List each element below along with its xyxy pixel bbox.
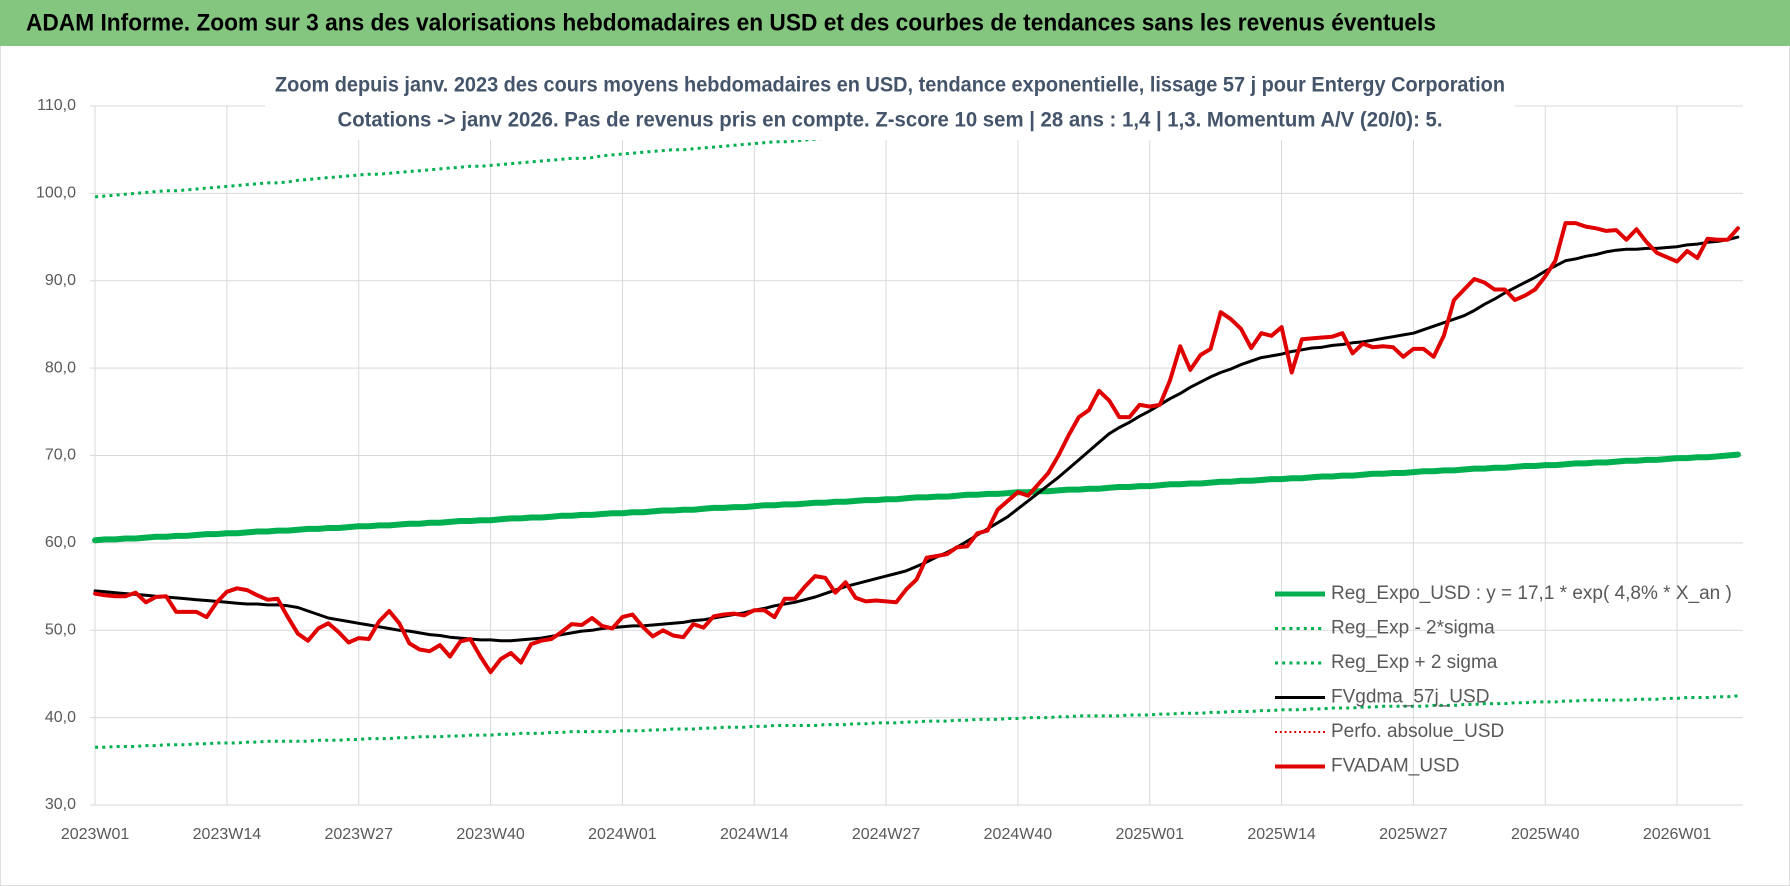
y-tick-label: 80,0 xyxy=(45,359,76,376)
y-tick-label: 50,0 xyxy=(45,621,76,638)
y-tick-label: 90,0 xyxy=(45,272,76,289)
series-line xyxy=(95,694,1739,749)
legend-label: Reg_Expo_USD : y = 17,1 * exp( 4,8% * X_… xyxy=(1331,583,1732,604)
y-tick-label: 40,0 xyxy=(45,709,76,726)
x-tick-label: 2024W27 xyxy=(852,826,921,843)
legend-label: FVADAM_USD xyxy=(1331,756,1459,777)
x-tick-label: 2023W14 xyxy=(193,826,262,843)
legend: Reg_Expo_USD : y = 17,1 * exp( 4,8% * X_… xyxy=(1275,583,1732,777)
y-tick-label: 30,0 xyxy=(45,796,76,813)
legend-label: Reg_Exp + 2 sigma xyxy=(1331,652,1498,673)
legend-label: FVgdma_57j_USD xyxy=(1331,687,1489,708)
y-tick-label: 60,0 xyxy=(45,534,76,551)
legend-label: Perfo. absolue_USD xyxy=(1331,721,1504,742)
chart-subtitle: Cotations -> janv 2026. Pas de revenus p… xyxy=(338,109,1443,132)
series-line xyxy=(93,221,1740,675)
x-tick-label: 2023W27 xyxy=(324,826,393,843)
x-tick-label: 2024W01 xyxy=(588,826,657,843)
x-tick-label: 2025W40 xyxy=(1511,826,1580,843)
x-tick-label: 2024W14 xyxy=(720,826,789,843)
series-line xyxy=(93,235,1740,643)
header-title: ADAM Informe. Zoom sur 3 ans des valoris… xyxy=(26,9,1436,36)
x-tick-label: 2025W14 xyxy=(1247,826,1316,843)
x-tick-label: 2025W01 xyxy=(1115,826,1184,843)
y-tick-label: 110,0 xyxy=(37,97,76,114)
legend-label: Reg_Exp - 2*sigma xyxy=(1331,618,1495,639)
x-tick-label: 2024W40 xyxy=(984,826,1053,843)
series-line xyxy=(92,451,1741,544)
title-background xyxy=(265,68,1515,140)
header-bar xyxy=(0,0,1790,46)
y-tick-label: 70,0 xyxy=(45,447,76,464)
grid: 30,0 40,0 50,0 60,0 70,0 80,0 90,0 100,0 110,0 20… xyxy=(36,97,1743,843)
x-tick-label: 2026W01 xyxy=(1643,826,1712,843)
y-tick-label: 100,0 xyxy=(36,185,76,202)
chart-title: Zoom depuis janv. 2023 des cours moyens … xyxy=(275,74,1505,97)
x-tick-label: 2023W40 xyxy=(456,826,525,843)
plot xyxy=(92,106,1741,749)
x-tick-label: 2023W01 xyxy=(61,826,130,843)
series-line xyxy=(94,106,1249,199)
x-tick-label: 2025W27 xyxy=(1379,826,1448,843)
